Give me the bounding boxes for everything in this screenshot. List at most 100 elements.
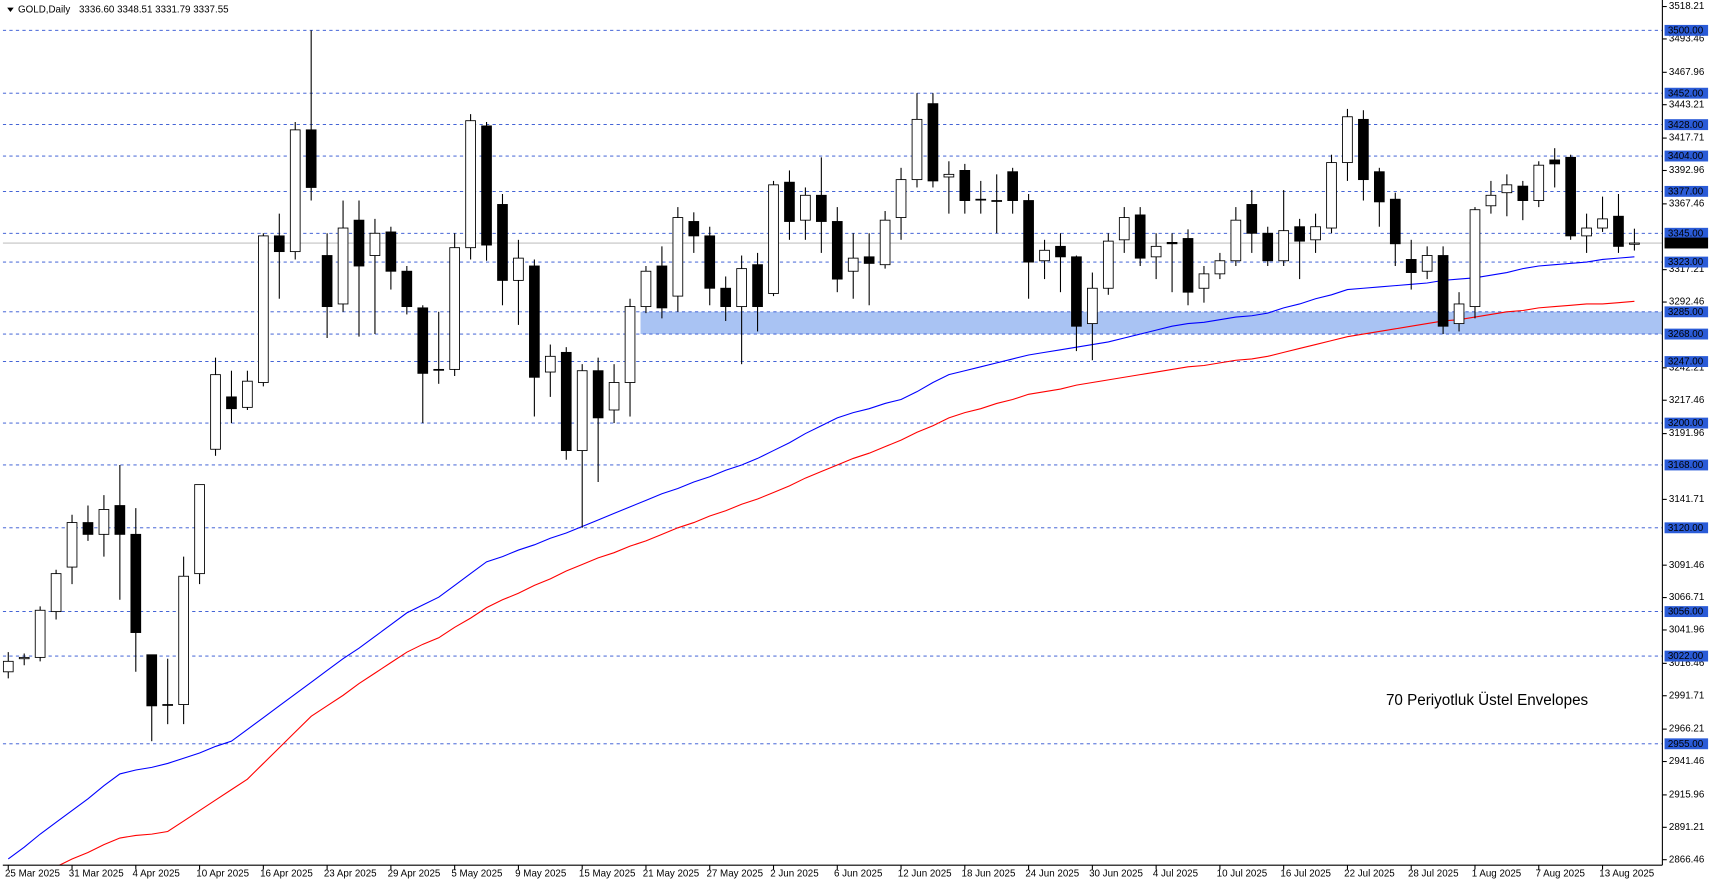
x-tick-label: 22 Jul 2025 — [1344, 868, 1395, 879]
candle-body — [752, 264, 763, 308]
x-tick-label: 30 Jun 2025 — [1089, 868, 1143, 879]
x-tick-label: 15 May 2025 — [579, 868, 636, 879]
x-tick-label: 18 Jun 2025 — [962, 868, 1016, 879]
candle-body — [1517, 185, 1529, 201]
candle-body — [34, 609, 46, 658]
level-label: 3268.00 — [1668, 329, 1704, 340]
chart-title: GOLD,Daily — [18, 4, 70, 15]
candle-body — [18, 656, 30, 660]
candle-body — [1469, 209, 1481, 308]
x-tick-label: 12 Jun 2025 — [898, 868, 952, 879]
level-label-box — [1664, 227, 1709, 239]
envelope-line — [7, 256, 1635, 860]
candle-body — [449, 247, 460, 370]
candle-body — [1358, 118, 1369, 181]
candle-body — [816, 194, 827, 222]
level-label: 3168.00 — [1668, 460, 1704, 471]
y-tick-label: 3041.96 — [1669, 625, 1705, 636]
candle-body — [497, 204, 508, 281]
candle-body — [1549, 159, 1561, 165]
candle-body — [1023, 200, 1034, 263]
candle-body — [98, 509, 110, 535]
y-tick-label: 3242.21 — [1669, 362, 1704, 373]
candle-body — [1581, 227, 1592, 237]
level-label-box — [1664, 119, 1709, 131]
candle-body — [911, 118, 923, 181]
level-label: 3428.00 — [1668, 120, 1704, 131]
x-tick-label: 4 Apr 2025 — [133, 868, 181, 879]
candle-body — [1134, 214, 1146, 259]
candle-body — [289, 129, 301, 253]
x-tick-label: 27 May 2025 — [706, 868, 763, 879]
candle-body — [1262, 232, 1274, 262]
x-tick-label: 16 Apr 2025 — [260, 868, 313, 879]
candle-body — [991, 200, 1003, 202]
candle-body — [385, 231, 397, 272]
candle-body — [624, 306, 636, 383]
level-label-box — [1664, 328, 1709, 340]
level-label-box — [1664, 185, 1709, 197]
candle-body — [1102, 240, 1114, 289]
candle-body — [1214, 260, 1226, 275]
candle-body — [1166, 241, 1178, 245]
candle-body — [672, 217, 684, 297]
y-tick-label: 2866.46 — [1669, 854, 1705, 865]
candle-body — [513, 257, 524, 281]
candle-body — [1278, 230, 1290, 262]
candle-body — [544, 355, 556, 373]
y-tick-label: 3467.96 — [1669, 67, 1705, 78]
candle-body — [688, 221, 700, 237]
y-tick-label: 3443.21 — [1669, 99, 1704, 110]
candle-body — [1087, 287, 1098, 325]
candle-body — [1565, 156, 1576, 237]
candle-body — [608, 382, 620, 411]
level-label-box — [1664, 606, 1709, 618]
y-tick-label: 3191.96 — [1669, 428, 1705, 439]
candle-body — [1039, 249, 1050, 262]
level-label-box — [1664, 459, 1709, 471]
x-tick-label: 1 Aug 2025 — [1472, 868, 1522, 879]
candle-body — [529, 265, 540, 378]
candle-body — [194, 484, 205, 575]
y-tick-label: 3066.71 — [1669, 592, 1704, 603]
x-tick-label: 2 Jun 2025 — [770, 868, 819, 879]
candle-body — [465, 120, 476, 249]
y-tick-label: 2991.71 — [1669, 690, 1704, 701]
candle-body — [353, 219, 365, 267]
candle-body — [1629, 242, 1640, 245]
candle-body — [1071, 256, 1082, 327]
x-tick-label: 16 Jul 2025 — [1280, 868, 1331, 879]
candle-body — [1405, 259, 1417, 273]
candle-body — [162, 704, 174, 706]
y-tick-label: 3493.46 — [1669, 34, 1705, 45]
y-tick-label: 3292.46 — [1669, 297, 1705, 308]
candle-body — [66, 522, 78, 568]
last-price-box — [1664, 237, 1709, 249]
last-price-label: 3337.55 — [1668, 238, 1704, 249]
candle-body — [592, 370, 604, 419]
candle-body — [1118, 217, 1130, 241]
level-label-box — [1664, 650, 1709, 662]
level-label: 3377.00 — [1668, 187, 1704, 198]
level-label: 3120.00 — [1668, 523, 1704, 534]
y-tick-label: 3518.21 — [1669, 1, 1704, 12]
x-tick-label: 10 Jul 2025 — [1217, 868, 1268, 879]
candle-body — [401, 270, 413, 308]
candle-body — [481, 125, 492, 246]
candle-body — [1421, 255, 1433, 272]
level-label: 3404.00 — [1668, 151, 1704, 162]
annotation: 70 Periyotluk Üstel Envelopes — [1386, 691, 1589, 709]
x-tick-label: 28 Jul 2025 — [1408, 868, 1459, 879]
y-tick-label: 3141.71 — [1669, 494, 1704, 505]
candle-body — [1326, 162, 1337, 229]
level-label-box — [1664, 738, 1709, 750]
x-tick-label: 6 Jun 2025 — [834, 868, 883, 879]
y-tick-label: 2966.21 — [1669, 724, 1704, 735]
y-tick-label: 2941.46 — [1669, 756, 1705, 767]
level-label-box — [1664, 150, 1709, 162]
candle-body — [369, 232, 381, 256]
candle-body — [800, 194, 811, 221]
candle-body — [210, 374, 221, 450]
